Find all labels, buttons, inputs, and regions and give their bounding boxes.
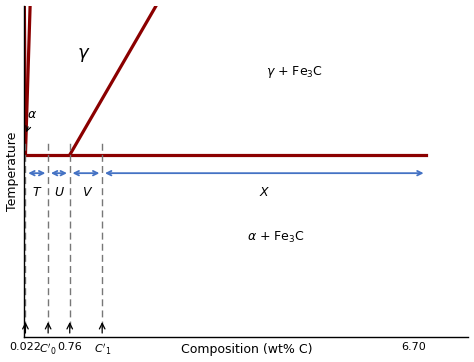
Text: $\alpha$: $\alpha$ xyxy=(26,108,37,131)
Text: 0.022: 0.022 xyxy=(9,342,41,353)
Text: T: T xyxy=(33,186,41,199)
Text: V: V xyxy=(82,186,90,199)
Text: $C'_1$: $C'_1$ xyxy=(93,342,111,357)
Y-axis label: Temperature: Temperature xyxy=(6,132,18,211)
Text: $\alpha$ + Fe$_3$C: $\alpha$ + Fe$_3$C xyxy=(247,230,305,245)
Text: X: X xyxy=(260,186,269,199)
Text: 0.76: 0.76 xyxy=(57,342,82,353)
X-axis label: Composition (wt% C): Composition (wt% C) xyxy=(181,343,312,356)
Text: $\gamma$: $\gamma$ xyxy=(77,46,91,64)
Text: 6.70: 6.70 xyxy=(401,342,427,353)
Text: U: U xyxy=(55,186,64,199)
Text: $C'_0$: $C'_0$ xyxy=(39,342,57,357)
Text: $\gamma$ + Fe$_3$C: $\gamma$ + Fe$_3$C xyxy=(266,64,323,80)
